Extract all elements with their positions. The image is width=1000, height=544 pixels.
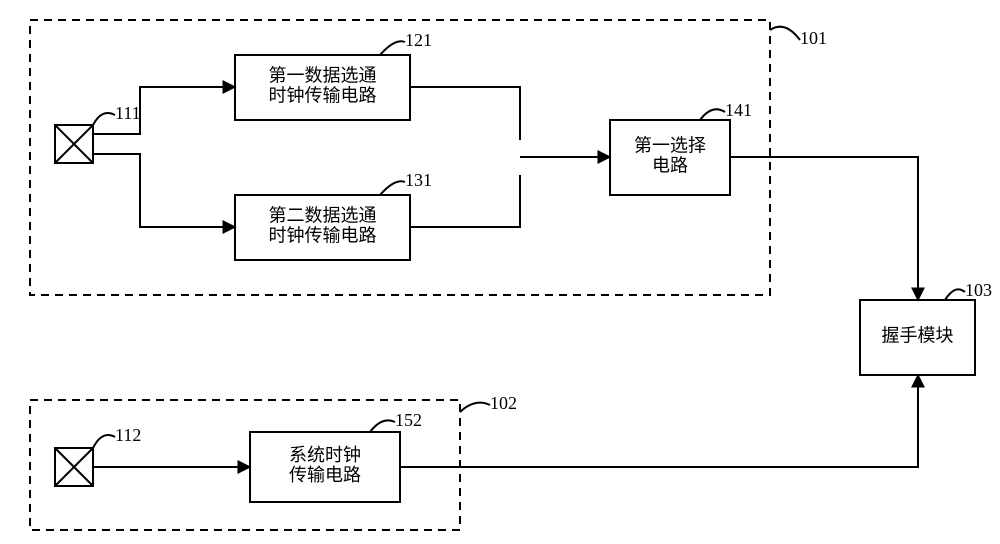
edge-141-to-103 xyxy=(730,157,918,300)
edge-152-to-103 xyxy=(400,375,918,467)
edge-pad111-fanout-bot xyxy=(93,154,190,227)
edge-pad111-fanout-top xyxy=(93,87,190,134)
label-152: 152 xyxy=(395,410,422,430)
svg-text:系统时钟: 系统时钟 xyxy=(289,445,361,465)
svg-text:第二数据选通: 第二数据选通 xyxy=(269,206,377,226)
group-label-101: 101 xyxy=(800,28,827,48)
svg-text:握手模块: 握手模块 xyxy=(882,326,954,346)
svg-text:电路: 电路 xyxy=(652,156,688,176)
label-121: 121 xyxy=(405,30,432,50)
group-label-102: 102 xyxy=(490,393,517,413)
svg-text:传输电路: 传输电路 xyxy=(289,465,361,485)
svg-text:第一数据选通: 第一数据选通 xyxy=(269,66,377,86)
label-103: 103 xyxy=(965,280,992,300)
label-141: 141 xyxy=(725,100,752,120)
label-131: 131 xyxy=(405,170,432,190)
label-112: 112 xyxy=(115,425,141,445)
label-111: 111 xyxy=(115,103,141,123)
svg-text:时钟传输电路: 时钟传输电路 xyxy=(269,86,377,106)
svg-text:时钟传输电路: 时钟传输电路 xyxy=(269,226,377,246)
edge-121-out xyxy=(410,87,520,140)
svg-text:第一选择: 第一选择 xyxy=(634,136,706,156)
